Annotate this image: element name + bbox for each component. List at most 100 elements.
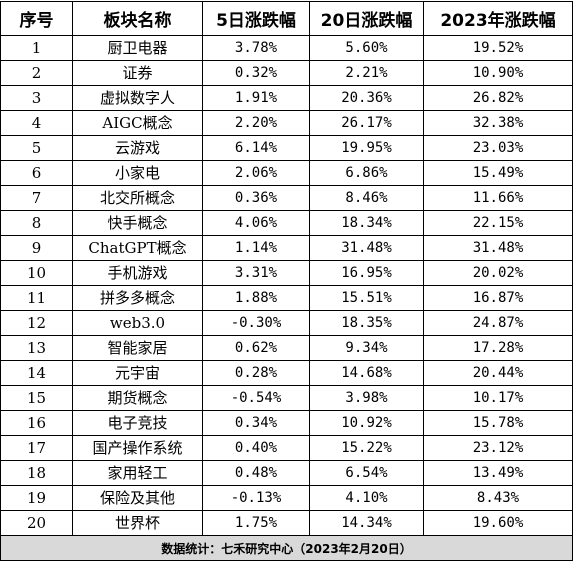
- cell-2023-change: 15.78%: [423, 410, 573, 436]
- table-row: 5 云游戏 6.14% 19.95% 23.03%: [0, 135, 573, 161]
- cell-20day-change: 6.54%: [309, 460, 424, 486]
- cell-20day-change: 14.68%: [309, 360, 424, 386]
- cell-5day-change: 1.14%: [202, 235, 310, 261]
- cell-2023-change: 23.03%: [423, 135, 573, 161]
- cell-2023-change: 8.43%: [423, 485, 573, 511]
- cell-index: 3: [0, 85, 73, 111]
- cell-20day-change: 19.95%: [309, 135, 424, 161]
- cell-5day-change: 3.31%: [202, 260, 310, 286]
- cell-sector-name: AIGC概念: [72, 110, 203, 136]
- cell-20day-change: 15.22%: [309, 435, 424, 461]
- cell-20day-change: 26.17%: [309, 110, 424, 136]
- cell-sector-name: 期货概念: [72, 385, 203, 411]
- cell-5day-change: -0.13%: [202, 485, 310, 511]
- cell-index: 6: [0, 160, 73, 186]
- cell-2023-change: 17.28%: [423, 335, 573, 361]
- cell-sector-name: 证券: [72, 60, 203, 86]
- table-row: 6 小家电 2.06% 6.86% 15.49%: [0, 160, 573, 186]
- cell-20day-change: 2.21%: [309, 60, 424, 86]
- cell-5day-change: 0.28%: [202, 360, 310, 386]
- cell-index: 15: [0, 385, 73, 411]
- cell-index: 14: [0, 360, 73, 386]
- header-2023-change: 2023年涨跌幅: [423, 1, 573, 36]
- cell-5day-change: 0.32%: [202, 60, 310, 86]
- table-row: 11 拼多多概念 1.88% 15.51% 16.87%: [0, 285, 573, 311]
- header-row: 序号 板块名称 5日涨跌幅 20日涨跌幅 2023年涨跌幅: [0, 1, 573, 36]
- cell-index: 5: [0, 135, 73, 161]
- header-5day-change: 5日涨跌幅: [202, 1, 310, 36]
- cell-2023-change: 22.15%: [423, 210, 573, 236]
- cell-5day-change: 0.36%: [202, 185, 310, 211]
- table-row: 17 国产操作系统 0.40% 15.22% 23.12%: [0, 435, 573, 461]
- cell-5day-change: 6.14%: [202, 135, 310, 161]
- cell-5day-change: 0.48%: [202, 460, 310, 486]
- cell-sector-name: web3.0: [72, 310, 203, 336]
- cell-20day-change: 18.34%: [309, 210, 424, 236]
- cell-sector-name: 元宇宙: [72, 360, 203, 386]
- cell-sector-name: 手机游戏: [72, 260, 203, 286]
- header-index: 序号: [0, 1, 73, 36]
- cell-index: 19: [0, 485, 73, 511]
- data-source-note: 数据统计：七禾研究中心（2023年2月20日）: [0, 535, 573, 561]
- cell-2023-change: 15.49%: [423, 160, 573, 186]
- cell-sector-name: 国产操作系统: [72, 435, 203, 461]
- cell-sector-name: 小家电: [72, 160, 203, 186]
- table-row: 4 AIGC概念 2.20% 26.17% 32.38%: [0, 110, 573, 136]
- table-body: 1 厨卫电器 3.78% 5.60% 19.52% 2 证券 0.32% 2.21% 10.90%…: [0, 35, 573, 536]
- cell-5day-change: -0.30%: [202, 310, 310, 336]
- cell-2023-change: 24.87%: [423, 310, 573, 336]
- cell-index: 11: [0, 285, 73, 311]
- cell-index: 10: [0, 260, 73, 286]
- table-row: 7 北交所概念 0.36% 8.46% 11.66%: [0, 185, 573, 211]
- table-row: 8 快手概念 4.06% 18.34% 22.15%: [0, 210, 573, 236]
- cell-20day-change: 18.35%: [309, 310, 424, 336]
- header-20day-change: 20日涨跌幅: [309, 1, 424, 36]
- cell-5day-change: 4.06%: [202, 210, 310, 236]
- cell-index: 9: [0, 235, 73, 261]
- cell-index: 17: [0, 435, 73, 461]
- cell-20day-change: 20.36%: [309, 85, 424, 111]
- cell-sector-name: 电子竞技: [72, 410, 203, 436]
- cell-sector-name: 快手概念: [72, 210, 203, 236]
- cell-5day-change: 0.62%: [202, 335, 310, 361]
- cell-sector-name: 拼多多概念: [72, 285, 203, 311]
- table-row: 9 ChatGPT概念 1.14% 31.48% 31.48%: [0, 235, 573, 261]
- table-row: 18 家用轻工 0.48% 6.54% 13.49%: [0, 460, 573, 486]
- table-row: 3 虚拟数字人 1.91% 20.36% 26.82%: [0, 85, 573, 111]
- table-row: 15 期货概念 -0.54% 3.98% 10.17%: [0, 385, 573, 411]
- cell-sector-name: 家用轻工: [72, 460, 203, 486]
- cell-5day-change: 0.40%: [202, 435, 310, 461]
- table-row: 20 世界杯 1.75% 14.34% 19.60%: [0, 510, 573, 536]
- cell-2023-change: 23.12%: [423, 435, 573, 461]
- cell-5day-change: 1.88%: [202, 285, 310, 311]
- table-row: 12 web3.0 -0.30% 18.35% 24.87%: [0, 310, 573, 336]
- cell-sector-name: 保险及其他: [72, 485, 203, 511]
- cell-20day-change: 4.10%: [309, 485, 424, 511]
- cell-index: 13: [0, 335, 73, 361]
- cell-2023-change: 10.17%: [423, 385, 573, 411]
- cell-20day-change: 31.48%: [309, 235, 424, 261]
- cell-5day-change: 2.06%: [202, 160, 310, 186]
- cell-20day-change: 15.51%: [309, 285, 424, 311]
- table-row: 1 厨卫电器 3.78% 5.60% 19.52%: [0, 35, 573, 61]
- cell-2023-change: 32.38%: [423, 110, 573, 136]
- cell-20day-change: 6.86%: [309, 160, 424, 186]
- cell-index: 4: [0, 110, 73, 136]
- cell-2023-change: 31.48%: [423, 235, 573, 261]
- cell-5day-change: 0.34%: [202, 410, 310, 436]
- cell-2023-change: 19.52%: [423, 35, 573, 61]
- cell-2023-change: 10.90%: [423, 60, 573, 86]
- footer-row: 数据统计：七禾研究中心（2023年2月20日）: [0, 535, 573, 561]
- cell-2023-change: 26.82%: [423, 85, 573, 111]
- cell-20day-change: 10.92%: [309, 410, 424, 436]
- cell-sector-name: 云游戏: [72, 135, 203, 161]
- cell-index: 12: [0, 310, 73, 336]
- cell-5day-change: 3.78%: [202, 35, 310, 61]
- cell-index: 16: [0, 410, 73, 436]
- cell-5day-change: 1.75%: [202, 510, 310, 536]
- cell-index: 7: [0, 185, 73, 211]
- cell-20day-change: 14.34%: [309, 510, 424, 536]
- cell-index: 1: [0, 35, 73, 61]
